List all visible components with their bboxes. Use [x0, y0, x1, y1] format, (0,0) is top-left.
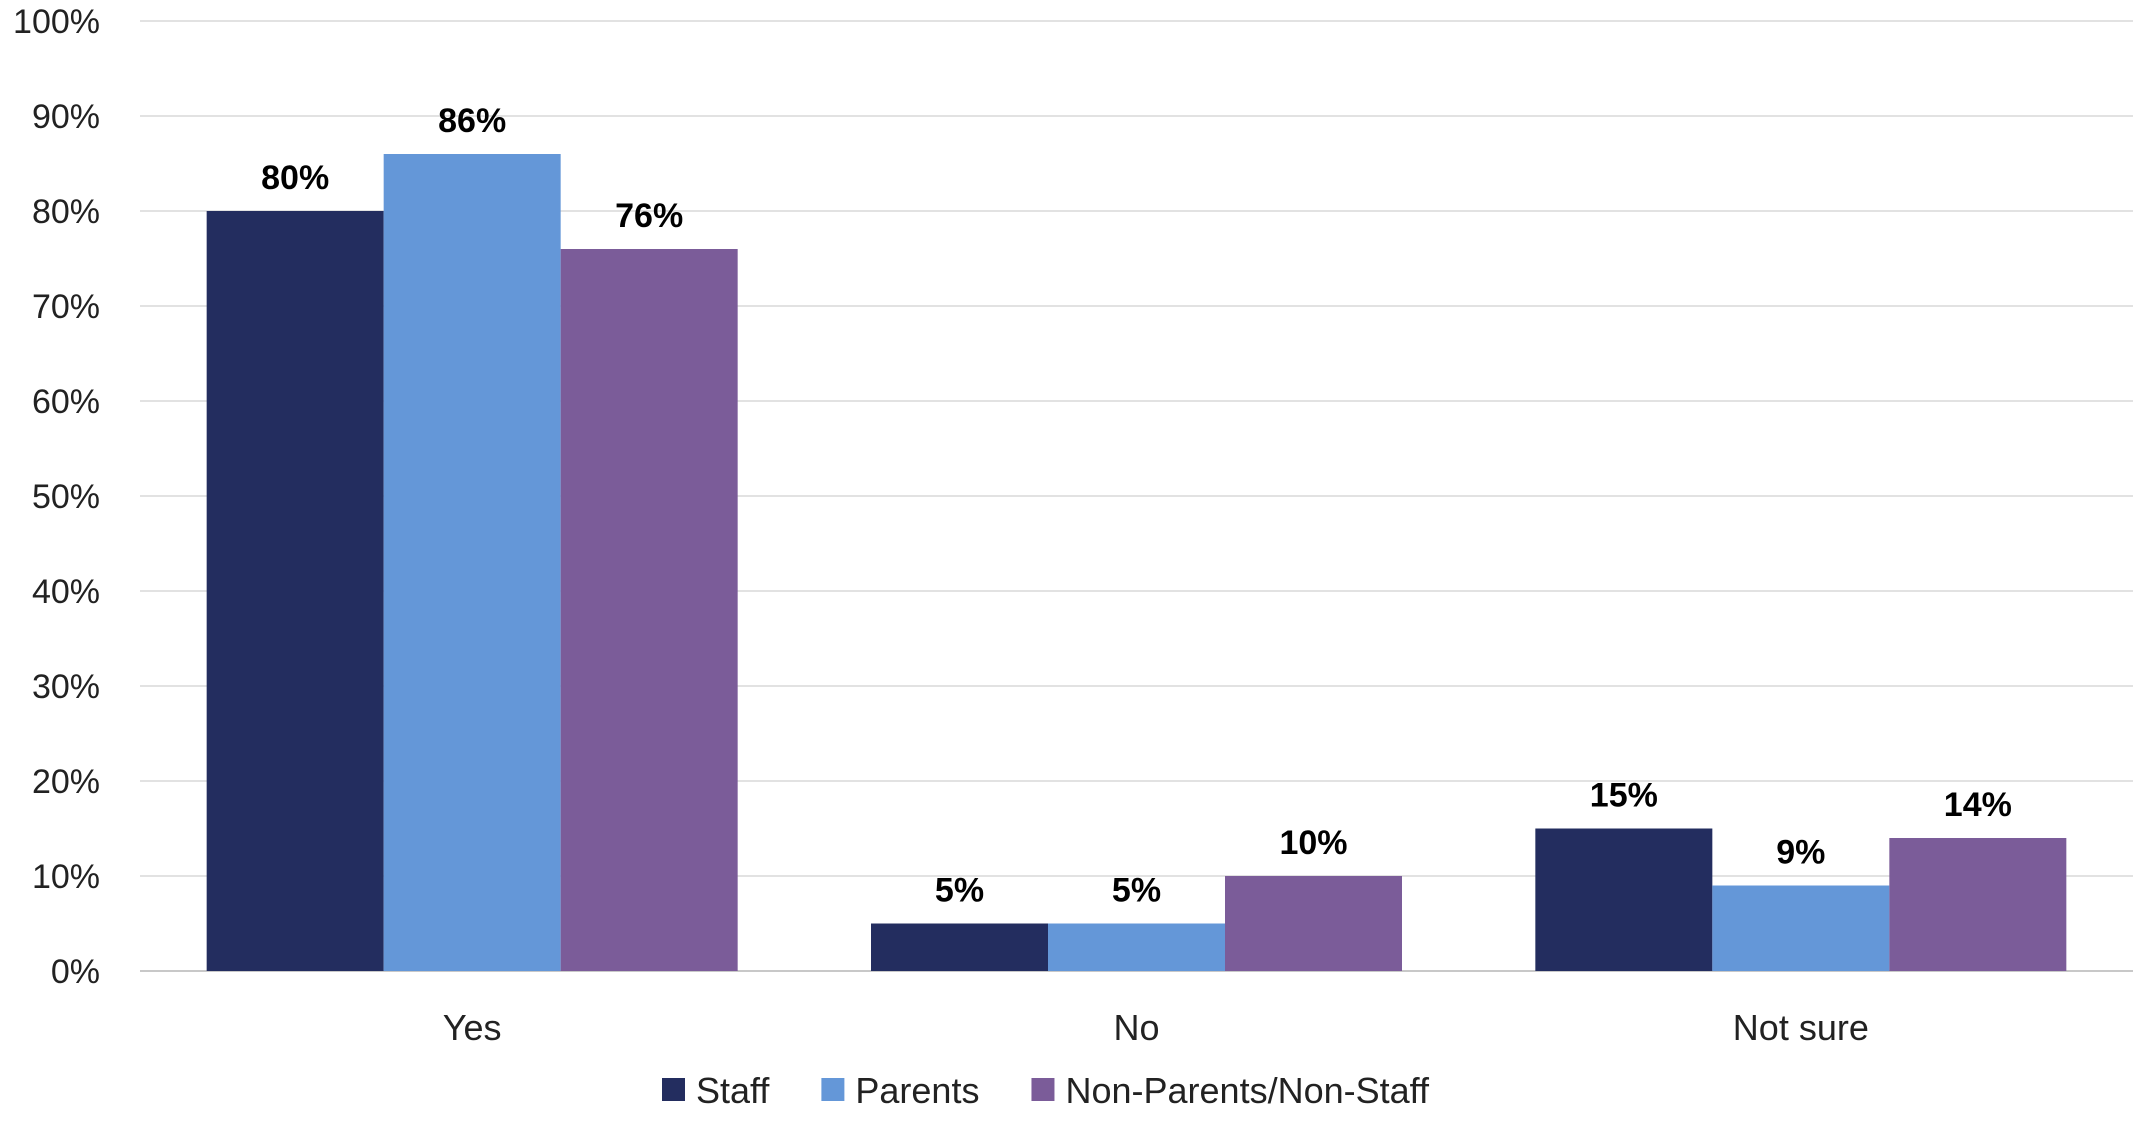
- bar: [1889, 838, 2067, 971]
- bar: [1048, 923, 1225, 971]
- legend-label: Staff: [696, 1070, 770, 1111]
- legend-label: Non-Parents/Non-Staff: [1065, 1070, 1430, 1111]
- y-tick-label: 80%: [32, 193, 100, 231]
- bars: 80% 86% 76% 5% 5% 10% 15% 9% 14%: [206, 102, 2067, 971]
- bar: [560, 249, 738, 971]
- data-label: 10%: [1279, 824, 1347, 862]
- bar: [1225, 876, 1402, 971]
- data-label: 5%: [1112, 872, 1161, 910]
- y-tick-label: 20%: [32, 763, 100, 801]
- x-tick-label: Not sure: [1733, 1007, 1869, 1048]
- data-label: 76%: [615, 197, 683, 235]
- legend-swatch: [821, 1078, 845, 1101]
- bar: [383, 154, 561, 971]
- x-tick-label: Yes: [443, 1007, 502, 1048]
- x-axis: Yes No Not sure: [443, 1007, 1869, 1048]
- data-label: 80%: [261, 159, 329, 197]
- data-label: 15%: [1590, 777, 1658, 815]
- legend-label: Parents: [855, 1070, 979, 1111]
- y-tick-label: 100%: [13, 3, 100, 41]
- bar: [1712, 885, 1890, 971]
- y-tick-label: 10%: [32, 858, 100, 896]
- y-tick-label: 40%: [32, 573, 100, 611]
- y-tick-label: 60%: [32, 383, 100, 421]
- y-tick-label: 90%: [32, 98, 100, 136]
- legend: Staff Parents Non-Parents/Non-Staff: [662, 1070, 1430, 1111]
- data-label: 5%: [935, 872, 984, 910]
- bar: [1535, 828, 1713, 971]
- bar: [206, 211, 384, 971]
- bar: [871, 923, 1048, 971]
- legend-swatch: [662, 1078, 685, 1101]
- data-label: 14%: [1944, 786, 2012, 824]
- y-tick-label: 30%: [32, 668, 100, 706]
- x-tick-label: No: [1113, 1007, 1159, 1048]
- data-label: 86%: [438, 102, 506, 140]
- data-label: 9%: [1776, 834, 1825, 872]
- y-axis: 0% 10% 20% 30% 40% 50% 60% 70% 80% 90% 100%: [13, 3, 100, 991]
- legend-swatch: [1031, 1078, 1055, 1101]
- y-tick-label: 50%: [32, 478, 100, 516]
- y-tick-label: 0%: [51, 953, 100, 991]
- y-tick-label: 70%: [32, 288, 100, 326]
